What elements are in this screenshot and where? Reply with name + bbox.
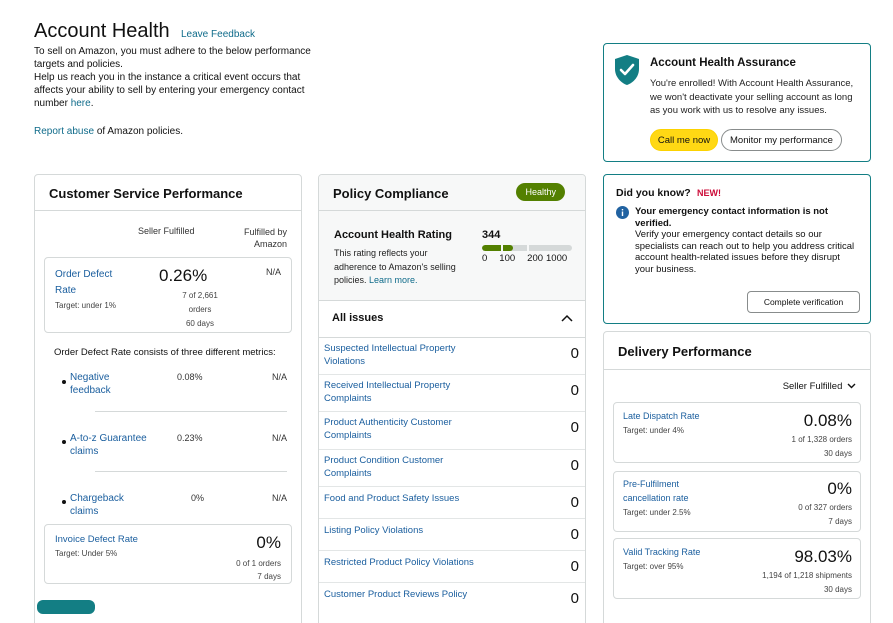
leave-feedback-link[interactable]: Leave Feedback (181, 29, 255, 40)
ahr-value: 344 (482, 229, 501, 241)
bullet-icon (62, 380, 66, 384)
late-dispatch-rate-link[interactable]: Late Dispatch Rate (623, 411, 700, 421)
late-dispatch-detail: 1 of 1,328 orders 30 days (791, 435, 852, 458)
did-you-know-card: Did you know? NEW! Your emergency contac… (603, 174, 871, 324)
valid-tracking-target: Target: over 95% (623, 562, 684, 571)
valid-tracking-rate-link[interactable]: Valid Tracking Rate (623, 547, 701, 557)
odr-target: Target: under 1% (55, 301, 116, 310)
issue-row[interactable]: Food and Product Safety Issues 0 (319, 487, 585, 519)
ahr-description: This rating reflects your adherence to A… (334, 248, 456, 285)
order-defect-rate-box[interactable]: Order Defect Rate Target: under 1% 0.26%… (44, 257, 292, 333)
issue-row[interactable]: Suspected Intellectual Property Violation… (319, 337, 585, 375)
negative-feedback-value: 0.08% (177, 372, 203, 382)
seller-fulfilled-dropdown[interactable]: Seller Fulfilled (783, 381, 856, 392)
bullet-icon (62, 440, 66, 444)
odr-fba-value: N/A (265, 267, 281, 277)
issue-row[interactable]: Customer Product Reviews Policy 0 (324, 589, 579, 607)
chevron-up-icon[interactable] (561, 314, 573, 322)
pre-fulfilment-value: 0% (827, 479, 852, 498)
late-dispatch-target: Target: under 4% (623, 426, 684, 435)
shield-check-icon (615, 55, 639, 85)
monitor-performance-button[interactable]: Monitor my performance (721, 129, 842, 151)
delivery-performance-title: Delivery Performance (604, 332, 870, 370)
bullet-icon (62, 500, 66, 504)
invoice-defect-rate-link[interactable]: Invoice Defect Rate (55, 534, 138, 545)
pre-fulfilment-target: Target: under 2.5% (623, 508, 691, 517)
pre-fulfilment-cancellation-link[interactable]: Pre-Fulfilment cancellation rate (623, 479, 689, 503)
issue-row[interactable]: Listing Policy Violations 0 (319, 519, 585, 551)
ahr-scale-labels: 0 100 200 1000 (482, 253, 568, 264)
negative-feedback-link[interactable]: Negative feedback (70, 372, 111, 396)
scale-tick (501, 245, 503, 251)
invoice-defect-rate-box[interactable]: Invoice Defect Rate Target: Under 5% 0% … (44, 524, 292, 584)
info-icon (616, 206, 629, 219)
pre-fulfilment-cancellation-box[interactable]: Pre-Fulfilment cancellation rate Target:… (613, 471, 861, 532)
scale-tick (527, 245, 529, 251)
col-header-fba: Fulfilled by Amazon (243, 227, 287, 249)
late-dispatch-value: 0.08% (803, 411, 852, 430)
chevron-down-icon (847, 383, 856, 389)
did-you-know-title: Did you know? (616, 187, 691, 199)
did-you-know-body: Your emergency contact information is no… (635, 206, 855, 275)
atoz-claims-value: 0.23% (177, 433, 203, 443)
assurance-description: You're enrolled! With Account Health Ass… (650, 78, 854, 116)
chargeback-claims-link[interactable]: Chargeback claims (70, 493, 124, 517)
partial-button[interactable] (37, 600, 95, 614)
pre-fulfilment-detail: 0 of 327 orders 7 days (798, 503, 852, 526)
atoz-claims-fba: N/A (271, 433, 287, 443)
complete-verification-button[interactable]: Complete verification (747, 291, 860, 313)
idr-detail: 0 of 1 orders 7 days (236, 559, 281, 581)
issue-row[interactable]: Product Authenticity Customer Complaints … (319, 412, 585, 450)
issue-row[interactable]: Product Condition Customer Complaints 0 (319, 450, 585, 487)
order-defect-rate-link[interactable]: Order Defect Rate (55, 269, 113, 296)
valid-tracking-detail: 1,194 of 1,218 shipments 30 days (762, 571, 852, 594)
valid-tracking-rate-box[interactable]: Valid Tracking Rate Target: over 95% 98.… (613, 538, 861, 599)
report-abuse-link[interactable]: Report abuse (34, 126, 95, 137)
odr-value: 0.26% (159, 266, 208, 285)
divider (95, 411, 287, 412)
account-health-rating-section (319, 211, 585, 301)
learn-more-link[interactable]: Learn more. (369, 275, 418, 285)
divider (95, 471, 287, 472)
divider (319, 337, 585, 338)
issue-row[interactable]: Received Intellectual Property Complaints… (319, 375, 585, 412)
report-abuse-text: Report abuse of Amazon policies. (34, 126, 183, 137)
chargeback-claims-fba: N/A (271, 493, 287, 503)
all-issues-title[interactable]: All issues (332, 312, 384, 324)
late-dispatch-rate-box[interactable]: Late Dispatch Rate Target: under 4% 0.08… (613, 402, 861, 463)
odr-detail: 7 of 2,661 orders 60 days (182, 291, 218, 328)
ahr-title: Account Health Rating (334, 229, 452, 241)
new-badge: NEW! (697, 188, 721, 198)
delivery-performance-card: Delivery Performance Seller Fulfilled La… (603, 331, 871, 623)
odr-metrics-intro: Order Defect Rate consists of three diff… (54, 347, 276, 358)
customer-service-performance-card: Customer Service Performance Seller Fulf… (34, 174, 302, 623)
emergency-contact-here-link[interactable]: here (70, 98, 91, 109)
idr-value: 0% (256, 533, 281, 552)
negative-feedback-fba: N/A (271, 372, 287, 382)
intro-text: To sell on Amazon, you must adhere to th… (34, 46, 311, 109)
assurance-title: Account Health Assurance (650, 57, 796, 69)
customer-service-title: Customer Service Performance (35, 175, 301, 211)
valid-tracking-value: 98.03% (794, 547, 852, 566)
call-me-now-button[interactable]: Call me now (650, 129, 718, 151)
idr-target: Target: Under 5% (55, 549, 118, 558)
account-health-assurance-card: Account Health Assurance You're enrolled… (603, 43, 871, 162)
page-title: Account Health (34, 20, 170, 42)
atoz-claims-link[interactable]: A-to-z Guarantee claims (70, 433, 147, 457)
policy-compliance-card: Policy Compliance Healthy Account Health… (318, 174, 586, 623)
chargeback-claims-value: 0% (191, 493, 205, 503)
col-header-seller-fulfilled: Seller Fulfilled (138, 226, 195, 236)
healthy-status-badge: Healthy (516, 183, 565, 201)
issue-row[interactable]: Restricted Product Policy Violations 0 (319, 551, 585, 583)
